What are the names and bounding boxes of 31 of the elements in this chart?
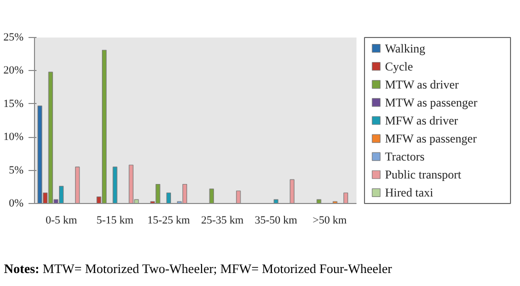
y-tick-label: 10%: [3, 131, 24, 144]
legend-label: MTW as driver: [384, 77, 459, 92]
y-tick-label: 5%: [8, 164, 24, 176]
legend-label: Cycle: [384, 59, 413, 74]
legend-label: Hired taxi: [384, 186, 434, 200]
x-tick-label: 5-15 km: [96, 214, 134, 226]
y-tick-label: 20%: [3, 64, 24, 77]
y-tick-label: 25%: [3, 32, 24, 44]
legend-label: MFW as driver: [384, 114, 458, 128]
text: Notes: MTW= Motorized Two-Wheeler; MFW= Motorized Four-Wheeler: [4, 260, 392, 278]
bar: [316, 199, 322, 204]
legend-label: MTW as passenger: [384, 95, 478, 110]
legend-label: Walking: [384, 41, 426, 56]
bar: [75, 166, 80, 204]
x-tick-label: 35-50 km: [254, 214, 298, 226]
bar: [236, 190, 241, 204]
legend-label: MFW as passenger: [384, 132, 477, 146]
bar: [274, 199, 278, 204]
y-tick-label: 0%: [8, 198, 24, 210]
bar: [209, 188, 214, 204]
y-tick-label: 15%: [3, 98, 24, 110]
bar: [112, 166, 118, 204]
bar: [343, 192, 348, 204]
x-tick-label: 0-5 km: [46, 214, 78, 226]
bar: [290, 179, 294, 204]
x-tick-label: 25-35 km: [201, 214, 244, 226]
bar: [166, 192, 171, 204]
legend-label: Tractors: [384, 150, 425, 164]
legend-label: Public transport: [384, 168, 462, 182]
x-tick-label: 15-25 km: [147, 214, 190, 226]
x-tick-label: >50 km: [312, 214, 348, 226]
